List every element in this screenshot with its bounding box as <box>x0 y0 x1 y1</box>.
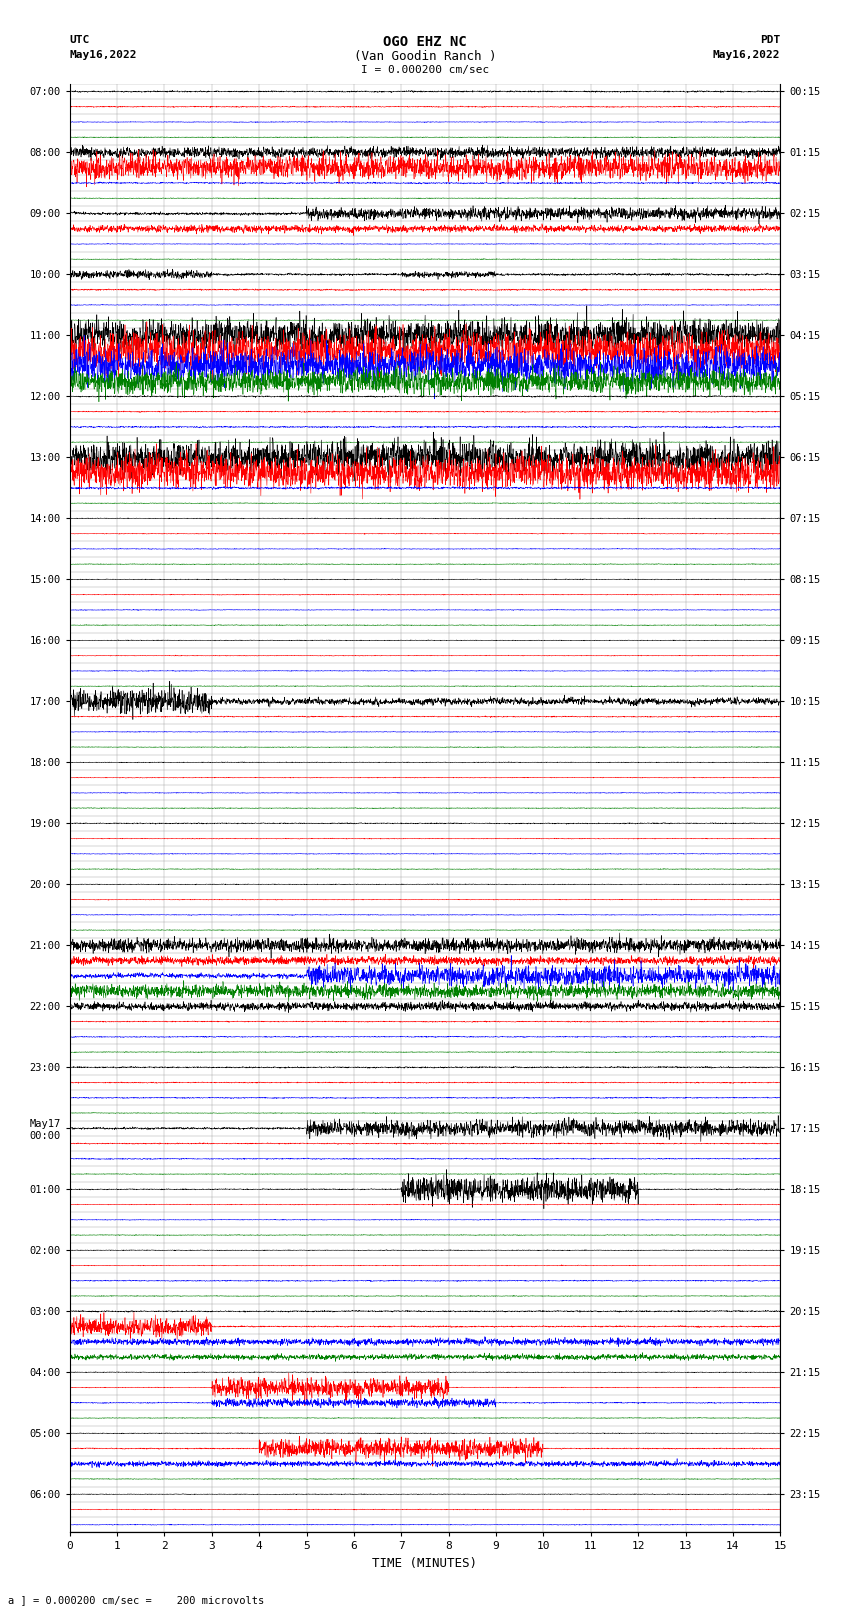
Text: May16,2022: May16,2022 <box>70 50 137 60</box>
Text: PDT: PDT <box>760 35 780 45</box>
Text: I = 0.000200 cm/sec: I = 0.000200 cm/sec <box>361 65 489 74</box>
Text: UTC: UTC <box>70 35 90 45</box>
Text: May16,2022: May16,2022 <box>713 50 780 60</box>
Text: OGO EHZ NC: OGO EHZ NC <box>383 35 467 50</box>
X-axis label: TIME (MINUTES): TIME (MINUTES) <box>372 1557 478 1569</box>
Text: (Van Goodin Ranch ): (Van Goodin Ranch ) <box>354 50 496 63</box>
Text: a ] = 0.000200 cm/sec =    200 microvolts: a ] = 0.000200 cm/sec = 200 microvolts <box>8 1595 264 1605</box>
